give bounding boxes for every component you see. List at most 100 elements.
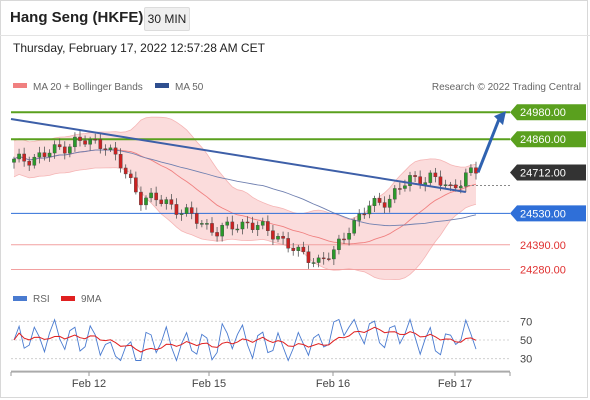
candle — [57, 138, 62, 150]
candle — [134, 171, 138, 195]
level-label-24712.00: 24712.00 — [520, 167, 566, 179]
x-tick-label: Feb 15 — [192, 378, 226, 390]
candle — [83, 135, 87, 147]
rsi-line — [13, 318, 477, 362]
level-tag-24712.00 — [510, 164, 586, 181]
candle — [98, 133, 103, 154]
price-levels — [11, 111, 510, 271]
level-label-24280.00: 24280.00 — [520, 265, 566, 277]
candle — [296, 244, 301, 257]
candle — [159, 194, 164, 207]
candle — [433, 167, 438, 183]
ma20-legend-swatch — [13, 83, 27, 88]
candle — [128, 169, 133, 184]
credit-text: Research © 2022 Trading Central — [432, 82, 581, 93]
ma50-legend-label: MA 50 — [175, 82, 204, 93]
candle — [174, 198, 179, 219]
candle — [271, 224, 275, 246]
candle — [301, 241, 306, 255]
candle — [469, 164, 473, 176]
candle — [367, 200, 372, 219]
candle — [164, 196, 169, 210]
candle — [408, 171, 412, 192]
interval-button[interactable]: 30 MIN — [144, 7, 190, 31]
candle — [215, 227, 219, 242]
rsi-ma-line — [13, 326, 477, 353]
candle — [235, 224, 240, 233]
level-label-24980.00: 24980.00 — [520, 107, 566, 119]
candle — [220, 222, 224, 242]
candle — [326, 252, 331, 262]
candle — [387, 194, 392, 213]
candle — [103, 144, 108, 156]
candle — [154, 186, 158, 207]
candle — [205, 218, 209, 230]
candle — [113, 141, 118, 161]
candle — [347, 227, 351, 246]
candle — [37, 146, 42, 164]
level-tag-24530.00 — [510, 205, 586, 222]
candle — [108, 144, 113, 153]
chart-header: Hang Seng (HKFE) 30 MIN — [0, 0, 590, 36]
candle — [184, 203, 189, 217]
candle — [311, 257, 316, 268]
candle — [428, 170, 433, 187]
candle — [392, 185, 397, 204]
candle — [118, 148, 123, 173]
candle — [139, 186, 143, 211]
candle — [230, 215, 235, 236]
candle — [342, 232, 346, 244]
candle — [250, 216, 255, 233]
candle — [68, 143, 72, 158]
candle — [337, 234, 341, 255]
x-tick-label: Feb 16 — [316, 378, 350, 390]
candle — [62, 141, 67, 160]
candle — [352, 217, 356, 236]
candle — [27, 156, 32, 171]
candle — [377, 192, 382, 206]
candle — [189, 201, 194, 220]
ma20-legend-label: MA 20 + Bollinger Bands — [33, 82, 143, 93]
candles — [12, 130, 478, 269]
timestamp: Thursday, February 17, 2022 12:57:28 AM … — [13, 41, 265, 55]
candle — [332, 245, 336, 266]
candle — [291, 242, 296, 256]
ma50-line — [13, 149, 477, 227]
level-label-24390.00: 24390.00 — [520, 240, 566, 252]
candle — [413, 171, 417, 183]
candle — [47, 149, 52, 162]
candle — [42, 146, 47, 161]
rsi-ma-legend-swatch — [61, 296, 75, 301]
level-tag-24860.00 — [510, 131, 586, 148]
rsi-legend-swatch — [13, 296, 27, 301]
candle — [22, 147, 26, 167]
candle — [93, 133, 98, 144]
rsi-tick-label: 50 — [520, 335, 532, 347]
candle — [179, 209, 184, 221]
x-axis: Feb 12 Feb 15 Feb 16 Feb 17 — [10, 371, 511, 390]
candle — [321, 252, 326, 265]
candle — [398, 182, 402, 195]
moving-averages — [13, 149, 477, 245]
bollinger-lower — [13, 167, 477, 281]
candle — [382, 196, 387, 214]
candle — [372, 195, 377, 213]
bollinger-band-area — [14, 117, 476, 280]
candle — [149, 188, 153, 203]
candle — [266, 215, 270, 236]
rsi-panel: 70 50 30 — [11, 316, 532, 372]
ma50-legend-swatch — [155, 83, 169, 88]
candle — [17, 148, 21, 163]
candle — [194, 207, 199, 229]
candle — [169, 194, 174, 210]
candle — [78, 130, 82, 147]
projection-arrowhead — [494, 111, 506, 126]
x-tick-label: Feb 12 — [72, 378, 106, 390]
level-labels: 24980.00 24860.00 24712.00 24530.00 24390.00… — [510, 104, 586, 277]
candle — [245, 216, 250, 229]
projection-arrow — [476, 116, 502, 174]
candle — [286, 232, 290, 253]
rsi-tick-label: 70 — [520, 316, 532, 328]
candle — [73, 132, 77, 152]
